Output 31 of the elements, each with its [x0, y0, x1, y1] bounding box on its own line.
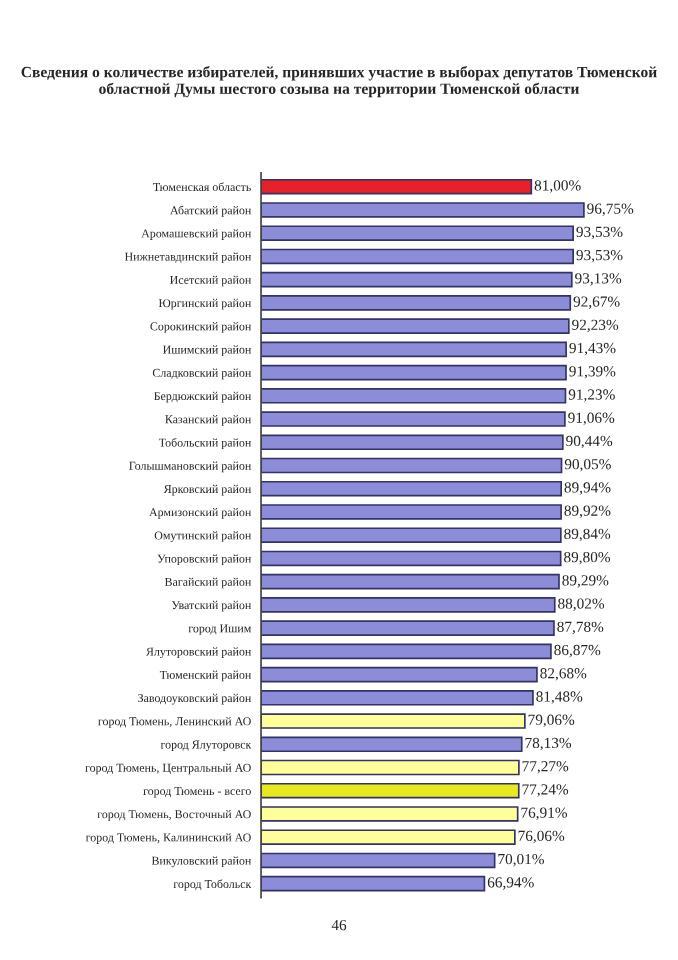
bar	[261, 643, 552, 660]
bar	[261, 597, 556, 613]
bar	[261, 480, 562, 497]
bar	[261, 341, 567, 358]
bar	[261, 573, 560, 590]
bar	[261, 411, 566, 427]
bar	[261, 248, 574, 265]
bar	[261, 829, 516, 846]
bar	[261, 434, 564, 451]
bar	[261, 318, 570, 334]
bar	[261, 295, 572, 311]
bar	[261, 806, 519, 822]
bar	[261, 550, 562, 567]
bar	[261, 782, 520, 799]
bar	[261, 852, 496, 869]
bar	[261, 736, 523, 753]
bar	[261, 388, 567, 404]
bar	[261, 225, 574, 242]
bar	[261, 504, 562, 520]
bar	[261, 713, 526, 729]
bar	[261, 759, 520, 776]
bar	[261, 457, 563, 474]
bar	[261, 178, 533, 195]
bar	[261, 271, 573, 288]
bar	[261, 875, 486, 892]
bar	[261, 527, 562, 544]
bar	[261, 666, 538, 683]
bar	[261, 620, 555, 636]
bar	[261, 690, 534, 706]
bar	[261, 364, 567, 381]
bar	[261, 202, 585, 218]
